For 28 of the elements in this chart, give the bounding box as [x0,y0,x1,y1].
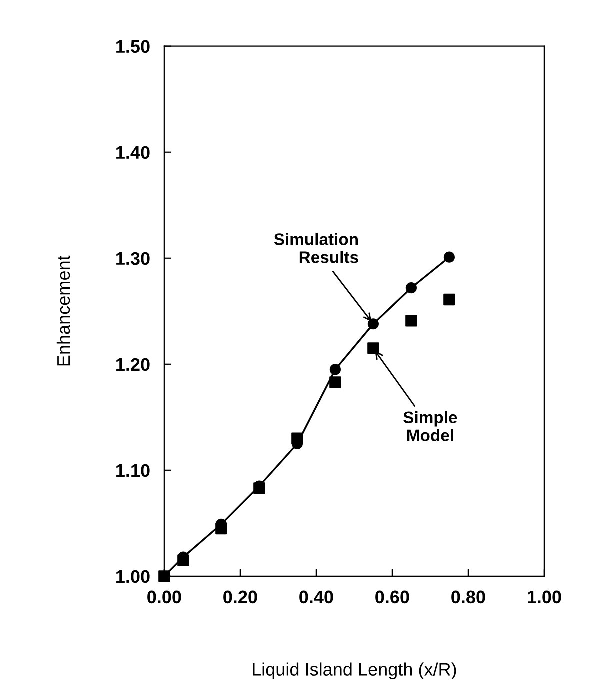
point [254,482,266,494]
point [406,282,417,294]
y-tick-label: 1.20 [116,358,150,372]
y-axis-title: Enhancement [56,256,70,366]
point [368,342,380,354]
annotation: Simple Model [404,411,458,442]
y-tick-label: 1.40 [116,146,150,160]
point [444,252,455,263]
x-tick-label: 0.20 [224,590,258,604]
point [330,376,342,388]
x-tick-label: 0.00 [148,590,182,604]
x-axis-title: Liquid Island Length (x/R) [253,662,456,680]
annotation: Simulation Results [274,233,358,264]
x-tick-label: 0.40 [300,590,334,604]
y-tick-label: 1.30 [116,252,150,266]
x-tick-label: 0.80 [452,590,486,604]
point [444,294,456,306]
y-tick-label: 1.10 [116,464,150,478]
y-tick-label: 1.50 [116,40,150,54]
y-tick-label: 1.00 [116,570,150,584]
point [368,318,379,330]
point [178,554,190,566]
point [406,315,418,327]
x-tick-label: 0.60 [376,590,410,604]
point [292,432,304,444]
point [330,364,341,376]
x-tick-label: 1.00 [528,590,562,604]
point [216,522,228,535]
